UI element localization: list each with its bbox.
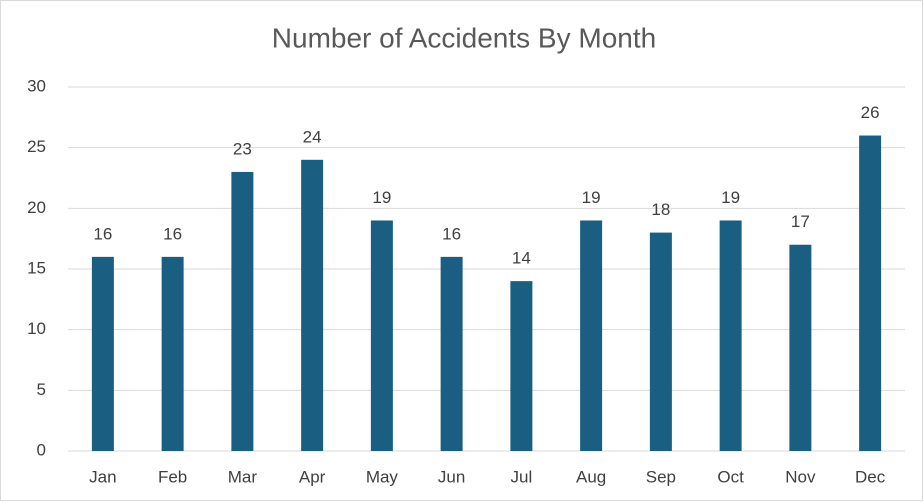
data-label: 18 [651, 200, 670, 219]
bar [231, 171, 254, 451]
data-label: 24 [303, 127, 322, 146]
bar [580, 220, 603, 451]
bar [510, 281, 533, 451]
x-tick-label: Jul [511, 467, 533, 486]
data-label: 16 [163, 224, 182, 243]
x-tick-label: Sep [646, 467, 676, 486]
x-tick-label: Aug [576, 467, 606, 486]
x-tick-label: Oct [717, 467, 744, 486]
data-label: 23 [233, 139, 252, 158]
y-tick-label: 20 [27, 198, 46, 217]
data-label: 16 [442, 224, 461, 243]
y-tick-label: 25 [27, 137, 46, 156]
bar [789, 244, 812, 451]
data-label: 19 [721, 188, 740, 207]
bar [859, 135, 882, 452]
bar [440, 256, 463, 451]
data-label: 19 [372, 188, 391, 207]
bar [649, 232, 672, 451]
data-label: 17 [791, 212, 810, 231]
x-tick-label: Mar [228, 467, 258, 486]
x-tick-label: May [366, 467, 399, 486]
y-tick-label: 10 [27, 319, 46, 338]
data-label: 14 [512, 249, 531, 268]
bar [161, 256, 184, 451]
x-tick-label: Nov [785, 467, 816, 486]
data-label: 26 [861, 103, 880, 122]
x-tick-label: Feb [158, 467, 187, 486]
x-tick-label: Jan [89, 467, 116, 486]
x-tick-label: Jun [438, 467, 465, 486]
data-label: 16 [93, 224, 112, 243]
y-tick-label: 30 [27, 76, 46, 95]
bar [370, 220, 393, 451]
y-tick-label: 5 [37, 380, 46, 399]
bar [301, 159, 324, 452]
y-tick-label: 0 [37, 440, 46, 459]
x-tick-label: Apr [299, 467, 326, 486]
bar [91, 256, 114, 451]
chart-title: Number of Accidents By Month [272, 22, 656, 53]
data-label: 19 [582, 188, 601, 207]
x-tick-label: Dec [855, 467, 886, 486]
bar [719, 220, 742, 451]
y-tick-label: 15 [27, 258, 46, 277]
